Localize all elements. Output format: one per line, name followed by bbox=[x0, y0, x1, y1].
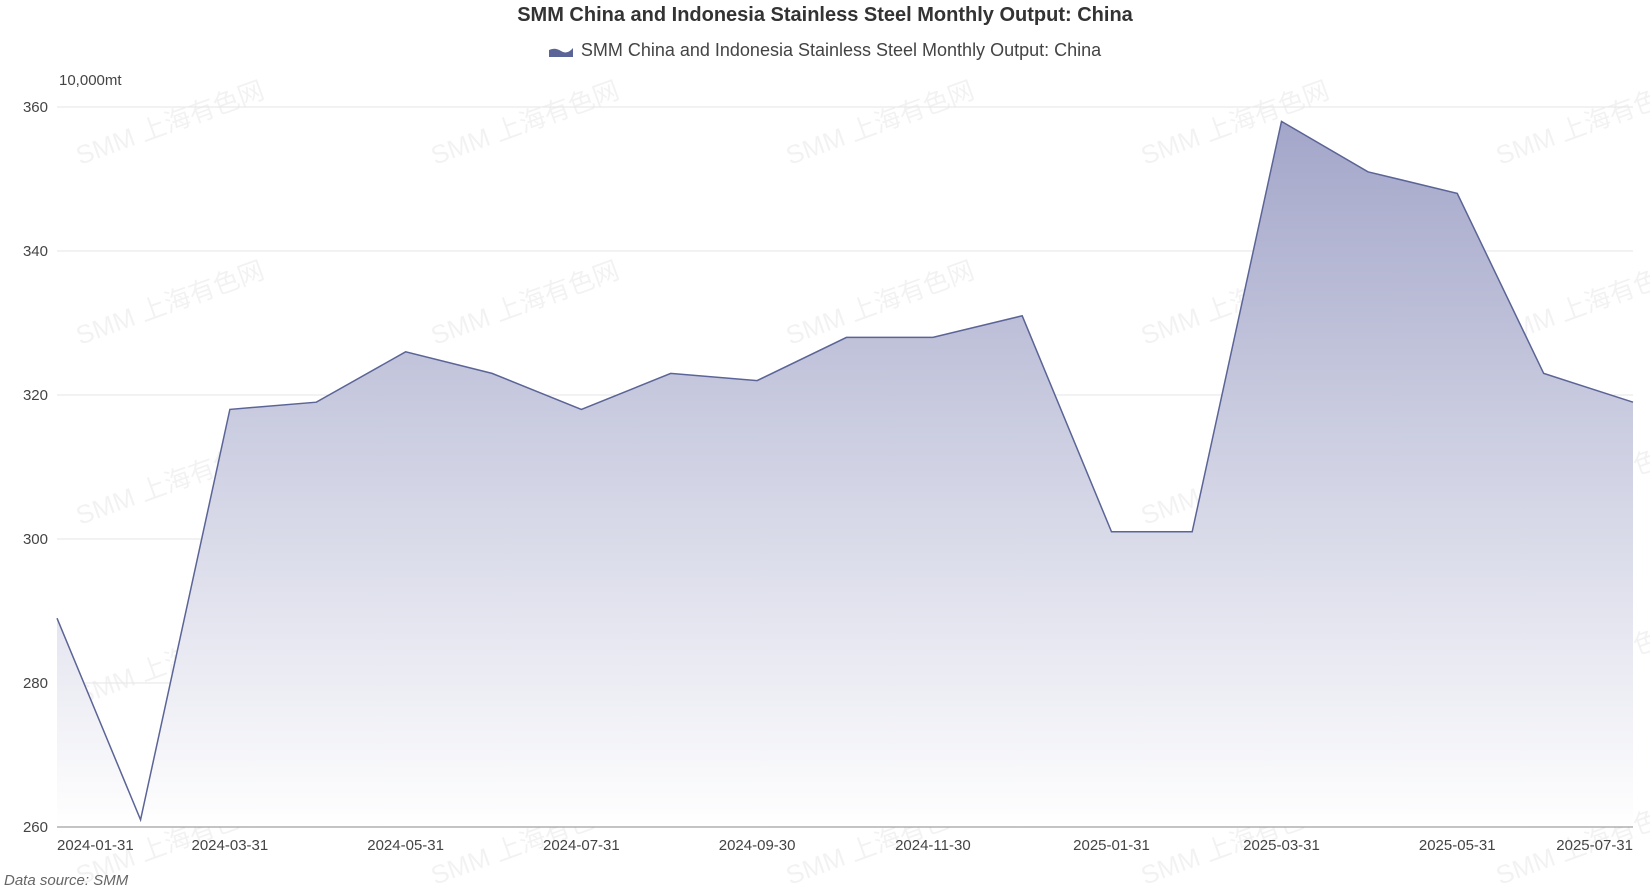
chart-title: SMM China and Indonesia Stainless Steel … bbox=[517, 4, 1133, 26]
x-tick-label: 2024-01-31 bbox=[57, 837, 134, 854]
y-tick-label: 340 bbox=[23, 243, 48, 260]
data-point bbox=[404, 350, 408, 354]
y-axis-unit-label: 10,000mt bbox=[59, 72, 122, 89]
x-tick-label: 2024-09-30 bbox=[719, 837, 796, 854]
data-point bbox=[755, 379, 759, 383]
y-tick-label: 280 bbox=[23, 675, 48, 692]
watermark-text: SMM 上海有色网 bbox=[427, 255, 623, 351]
x-tick-label: 2025-07-31 bbox=[1556, 837, 1633, 854]
data-point bbox=[55, 616, 59, 620]
data-point bbox=[1279, 119, 1283, 123]
data-point bbox=[139, 818, 143, 822]
chart-legend[interactable]: SMM China and Indonesia Stainless Steel … bbox=[0, 40, 1650, 61]
data-point bbox=[579, 407, 583, 411]
watermark-text: SMM 上海有色网 bbox=[72, 75, 268, 171]
data-point bbox=[314, 400, 318, 404]
data-point bbox=[1190, 530, 1194, 534]
data-point bbox=[844, 335, 848, 339]
x-tick-label: 2024-05-31 bbox=[367, 837, 444, 854]
y-tick-label: 260 bbox=[23, 819, 48, 836]
y-tick-label: 300 bbox=[23, 531, 48, 548]
data-point bbox=[1542, 371, 1546, 375]
x-tick-label: 2024-07-31 bbox=[543, 837, 620, 854]
data-point bbox=[1366, 170, 1370, 174]
x-tick-label: 2025-05-31 bbox=[1419, 837, 1496, 854]
legend-label: SMM China and Indonesia Stainless Steel … bbox=[580, 40, 1102, 60]
data-point bbox=[931, 335, 935, 339]
x-tick-label: 2024-03-31 bbox=[192, 837, 269, 854]
watermark-text: SMM 上海有色网 bbox=[427, 75, 623, 171]
watermark-text: SMM 上海有色网 bbox=[72, 255, 268, 351]
legend-area-icon bbox=[548, 47, 573, 57]
data-point bbox=[1110, 530, 1114, 534]
y-tick-label: 360 bbox=[23, 99, 48, 116]
data-point bbox=[1020, 314, 1024, 318]
x-tick-label: 2024-11-30 bbox=[895, 837, 971, 854]
x-tick-label: 2025-01-31 bbox=[1073, 837, 1150, 854]
data-source-label: Data source: SMM bbox=[4, 872, 129, 889]
y-tick-label: 320 bbox=[23, 387, 48, 404]
data-point bbox=[490, 371, 494, 375]
series-line bbox=[56, 120, 1634, 823]
series-area bbox=[57, 121, 1633, 827]
x-tick-label: 2025-03-31 bbox=[1243, 837, 1320, 854]
data-point bbox=[1631, 400, 1635, 404]
watermark-text: SMM 上海有色网 bbox=[1492, 75, 1650, 171]
data-point bbox=[669, 371, 673, 375]
data-point bbox=[1455, 191, 1459, 195]
data-point bbox=[228, 407, 232, 411]
watermark-text: SMM 上海有色网 bbox=[782, 75, 978, 171]
